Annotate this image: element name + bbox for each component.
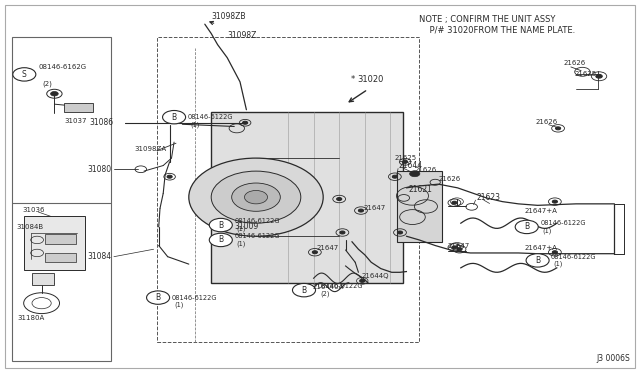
Text: 31080: 31080 xyxy=(88,165,112,174)
Text: 21647+A: 21647+A xyxy=(525,246,557,251)
Circle shape xyxy=(552,200,557,203)
Circle shape xyxy=(209,218,232,232)
Text: 21647: 21647 xyxy=(317,246,339,251)
Text: J3 0006S: J3 0006S xyxy=(596,354,630,363)
Circle shape xyxy=(358,209,364,212)
Circle shape xyxy=(452,246,457,249)
Bar xyxy=(24,216,85,270)
Text: (1): (1) xyxy=(190,121,200,128)
Circle shape xyxy=(292,283,316,297)
Text: B: B xyxy=(172,113,177,122)
Text: 31098ZA: 31098ZA xyxy=(134,146,166,152)
Text: NOTE ; CONFIRM THE UNIT ASSY
    P/# 31020FROM THE NAME PLATE.: NOTE ; CONFIRM THE UNIT ASSY P/# 31020FR… xyxy=(419,15,575,34)
Circle shape xyxy=(360,279,365,282)
Circle shape xyxy=(163,110,186,124)
Bar xyxy=(32,273,54,285)
Text: 08146-6122G: 08146-6122G xyxy=(234,233,280,239)
Text: 21623: 21623 xyxy=(477,193,501,202)
Text: 21647+A: 21647+A xyxy=(525,208,557,214)
Circle shape xyxy=(340,231,345,234)
Text: B: B xyxy=(156,293,161,302)
Text: B: B xyxy=(524,222,529,231)
Text: 21626: 21626 xyxy=(535,119,557,125)
Text: (1): (1) xyxy=(174,302,184,308)
Circle shape xyxy=(51,92,58,96)
Circle shape xyxy=(552,251,557,254)
Text: 21625: 21625 xyxy=(575,71,597,77)
Text: 21626: 21626 xyxy=(563,60,586,66)
Text: 21625: 21625 xyxy=(395,155,417,161)
Text: (1): (1) xyxy=(543,227,552,234)
Circle shape xyxy=(211,171,301,223)
Circle shape xyxy=(312,251,317,254)
Circle shape xyxy=(337,198,342,201)
Circle shape xyxy=(147,291,170,304)
Circle shape xyxy=(515,220,538,234)
Circle shape xyxy=(13,68,36,81)
Text: (2): (2) xyxy=(42,80,52,87)
Text: 31020: 31020 xyxy=(357,76,383,84)
Circle shape xyxy=(410,171,420,177)
Text: 31098ZB: 31098ZB xyxy=(211,12,246,21)
Text: (1): (1) xyxy=(554,261,563,267)
Text: 21621: 21621 xyxy=(408,185,432,194)
Circle shape xyxy=(526,254,549,267)
Text: 08146-6122G: 08146-6122G xyxy=(188,114,233,120)
Circle shape xyxy=(392,175,397,178)
Circle shape xyxy=(243,121,248,124)
Text: 31037: 31037 xyxy=(64,118,86,124)
Circle shape xyxy=(189,158,323,236)
Text: 21626: 21626 xyxy=(438,176,461,182)
Text: 31084B: 31084B xyxy=(16,224,43,230)
Text: 31086: 31086 xyxy=(90,118,114,127)
Text: 31009: 31009 xyxy=(234,222,259,231)
Text: (1): (1) xyxy=(237,240,246,247)
Text: 21626: 21626 xyxy=(415,167,437,173)
Text: B: B xyxy=(218,235,223,244)
Text: 08146-6122G: 08146-6122G xyxy=(551,254,596,260)
Circle shape xyxy=(457,248,462,251)
Circle shape xyxy=(167,175,172,178)
Circle shape xyxy=(244,190,268,204)
Circle shape xyxy=(397,231,403,234)
Text: (2): (2) xyxy=(320,291,330,297)
Circle shape xyxy=(556,127,561,130)
Text: (1): (1) xyxy=(237,225,246,232)
Bar xyxy=(157,37,419,342)
Text: 31098Z: 31098Z xyxy=(227,31,257,40)
Bar xyxy=(45,234,76,244)
Text: 08146-6162G: 08146-6162G xyxy=(38,64,86,70)
Text: 08146-6122G: 08146-6122G xyxy=(317,283,363,289)
Text: 216440A: 216440A xyxy=(312,284,344,290)
Circle shape xyxy=(232,183,280,211)
Text: *: * xyxy=(351,76,358,84)
Text: 31036: 31036 xyxy=(22,207,45,213)
Bar xyxy=(64,103,93,112)
Circle shape xyxy=(596,74,602,78)
Circle shape xyxy=(209,233,232,247)
Circle shape xyxy=(403,160,408,163)
Text: 21647: 21647 xyxy=(448,243,470,249)
Text: 21644Q: 21644Q xyxy=(362,273,389,279)
Text: 31180A: 31180A xyxy=(18,315,45,321)
Text: 31084: 31084 xyxy=(88,252,112,261)
Text: S: S xyxy=(22,70,27,79)
Text: 08146-6122G: 08146-6122G xyxy=(234,218,280,224)
Bar xyxy=(211,112,403,283)
Text: 21647: 21647 xyxy=(364,205,386,211)
Bar xyxy=(45,253,76,262)
Text: 08146-6122G: 08146-6122G xyxy=(540,220,586,226)
Text: B: B xyxy=(301,286,307,295)
Text: 08146-6122G: 08146-6122G xyxy=(172,295,217,301)
Text: 21644: 21644 xyxy=(399,161,423,170)
Bar xyxy=(397,171,442,242)
Circle shape xyxy=(452,201,457,204)
Text: B: B xyxy=(218,221,223,230)
Text: B: B xyxy=(535,256,540,265)
Bar xyxy=(12,37,111,361)
